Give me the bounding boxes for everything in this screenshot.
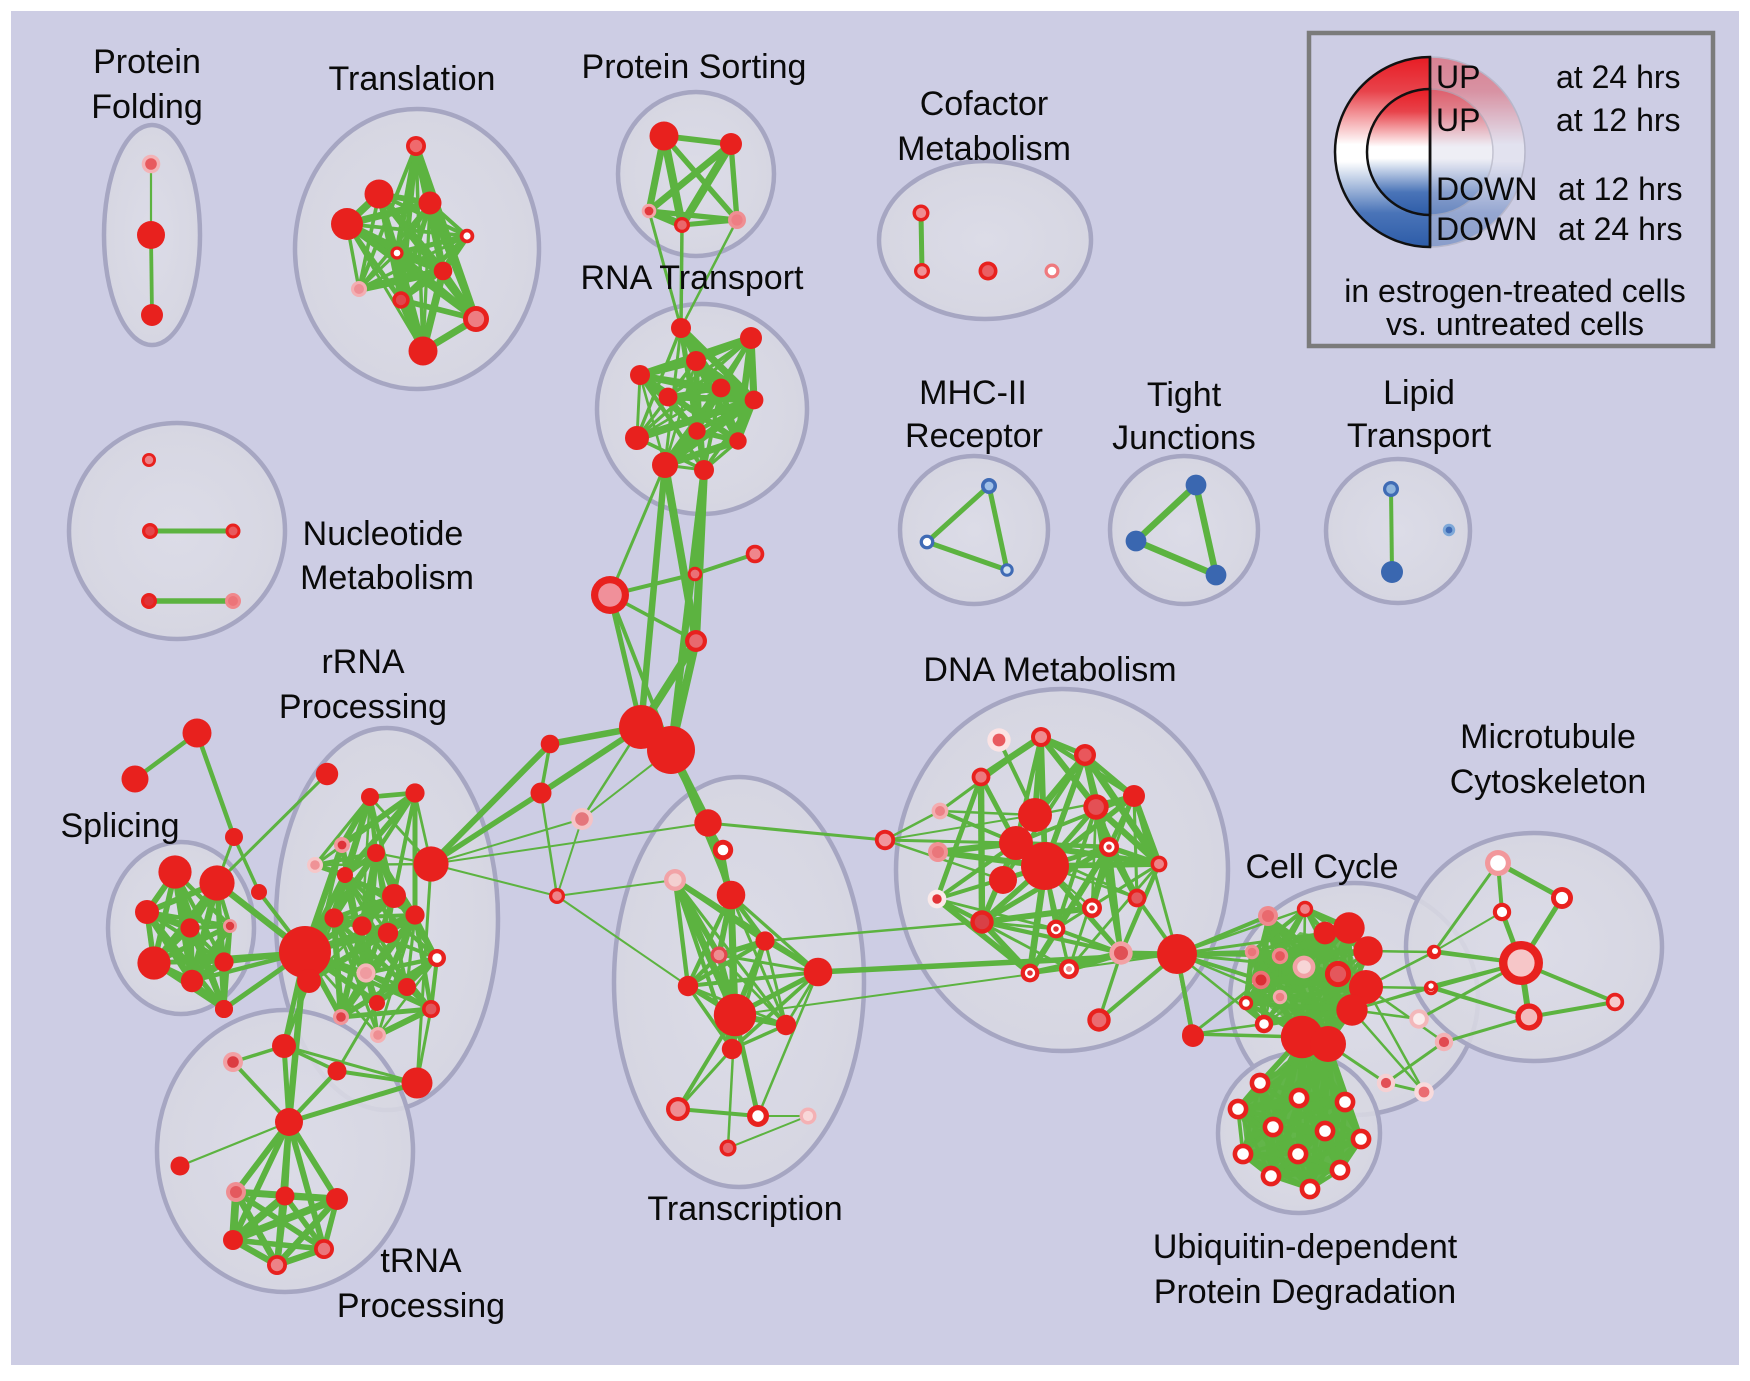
- svg-text:Metabolism: Metabolism: [897, 130, 1071, 168]
- svg-text:at 12 hrs: at 12 hrs: [1556, 102, 1681, 138]
- svg-text:UP: UP: [1436, 59, 1480, 95]
- svg-text:Cofactor: Cofactor: [920, 85, 1049, 123]
- svg-text:in estrogen-treated cells: in estrogen-treated cells: [1344, 273, 1686, 309]
- svg-text:Processing: Processing: [337, 1287, 505, 1325]
- svg-text:Metabolism: Metabolism: [300, 559, 474, 597]
- svg-text:MHC-II: MHC-II: [919, 374, 1027, 412]
- svg-text:vs. untreated cells: vs. untreated cells: [1386, 306, 1644, 342]
- svg-text:Protein Degradation: Protein Degradation: [1154, 1273, 1456, 1311]
- svg-text:Lipid: Lipid: [1383, 374, 1455, 412]
- svg-text:tRNA: tRNA: [380, 1242, 462, 1280]
- svg-text:DOWN: DOWN: [1436, 211, 1537, 247]
- svg-text:RNA Transport: RNA Transport: [581, 259, 805, 297]
- svg-text:Transcription: Transcription: [647, 1190, 842, 1228]
- svg-text:Cell Cycle: Cell Cycle: [1245, 848, 1398, 886]
- svg-text:Tight: Tight: [1147, 376, 1222, 414]
- svg-text:Protein Sorting: Protein Sorting: [582, 48, 807, 86]
- svg-text:Translation: Translation: [329, 60, 496, 98]
- svg-text:Junctions: Junctions: [1112, 419, 1256, 457]
- svg-text:at 24 hrs: at 24 hrs: [1558, 211, 1683, 247]
- svg-text:Folding: Folding: [91, 88, 203, 126]
- svg-text:Ubiquitin-dependent: Ubiquitin-dependent: [1153, 1228, 1458, 1266]
- svg-text:DOWN: DOWN: [1436, 171, 1537, 207]
- svg-text:DNA Metabolism: DNA Metabolism: [923, 651, 1176, 689]
- svg-text:UP: UP: [1436, 102, 1480, 138]
- svg-text:Processing: Processing: [279, 688, 447, 726]
- svg-text:Receptor: Receptor: [905, 417, 1043, 455]
- svg-text:at 24 hrs: at 24 hrs: [1556, 59, 1681, 95]
- svg-text:at 12 hrs: at 12 hrs: [1558, 171, 1683, 207]
- svg-text:Cytoskeleton: Cytoskeleton: [1450, 763, 1647, 801]
- svg-text:Nucleotide: Nucleotide: [303, 515, 464, 553]
- svg-text:Microtubule: Microtubule: [1460, 718, 1636, 756]
- svg-text:Protein: Protein: [93, 43, 201, 81]
- svg-text:Splicing: Splicing: [60, 807, 179, 845]
- svg-text:Transport: Transport: [1347, 417, 1492, 455]
- svg-text:rRNA: rRNA: [321, 643, 404, 681]
